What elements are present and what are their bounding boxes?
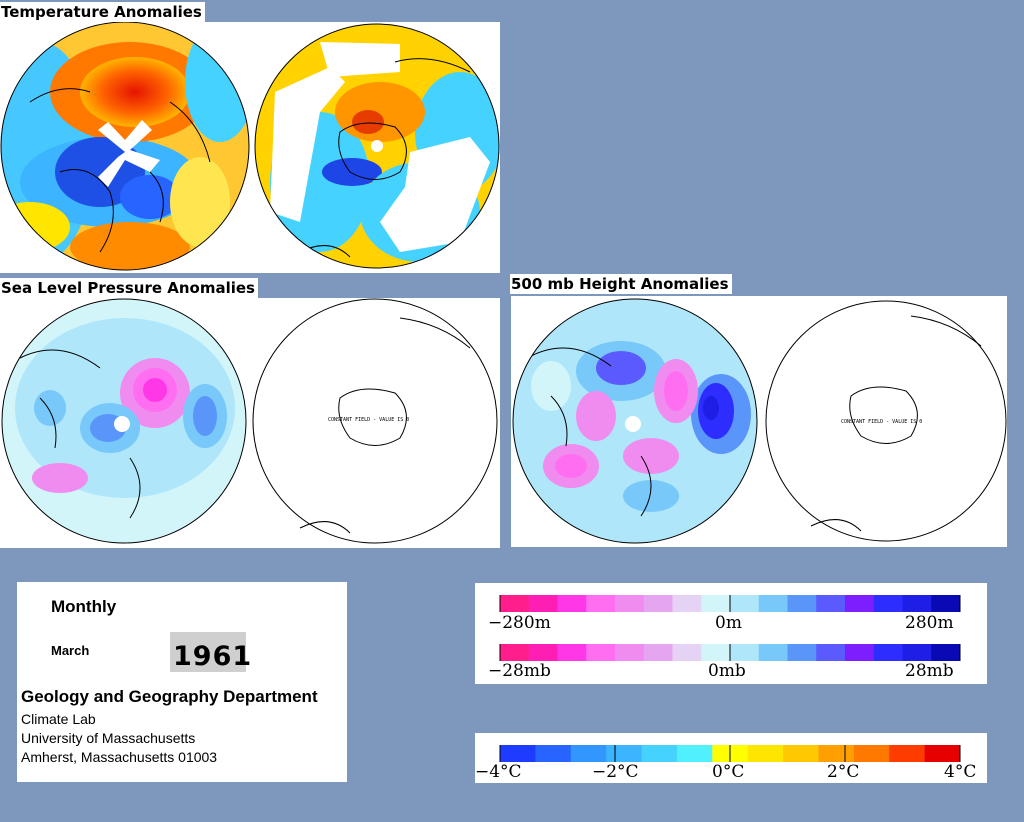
temp-swatch-11 <box>889 745 926 762</box>
pressure-swatch-3 <box>586 644 616 661</box>
height-tick-max: 280m <box>905 613 954 633</box>
height-tick-min: −280m <box>488 613 551 633</box>
temp-tick-5: 4°C <box>944 762 977 782</box>
height-map-south-hemisphere <box>765 300 1007 542</box>
pressure-swatch-11 <box>816 644 846 661</box>
year-badge <box>170 632 246 672</box>
height-swatch-8 <box>730 595 760 612</box>
height-swatch-15 <box>931 595 961 612</box>
height-swatch-12 <box>845 595 875 612</box>
height-swatch-11 <box>816 595 846 612</box>
height-swatch-2 <box>557 595 587 612</box>
height-constant-field-note: CONSTANT FIELD - VALUE IS 0 <box>841 419 923 425</box>
pressure-swatch-4 <box>615 644 645 661</box>
temp-tick-4: 2°C <box>827 762 860 782</box>
pressure-swatch-6 <box>672 644 702 661</box>
pressure-swatch-7 <box>701 644 731 661</box>
height-swatch-6 <box>672 595 702 612</box>
temp-swatch-0 <box>500 745 536 762</box>
slp-anomalies-title: Sea Level Pressure Anomalies <box>0 278 258 298</box>
pressure-swatch-8 <box>730 644 760 661</box>
temperature-legend: −4°C −2°C 0°C 2°C 4°C <box>475 733 987 783</box>
height-panel: CONSTANT FIELD - VALUE IS 0 <box>511 296 1007 547</box>
month-label: March <box>51 643 90 658</box>
height-map-north-hemisphere <box>513 299 757 543</box>
temp-swatch-12 <box>924 745 961 762</box>
height-swatch-9 <box>758 595 788 612</box>
temperature-panel <box>0 22 500 273</box>
height-swatch-3 <box>586 595 616 612</box>
height-anomalies-title: 500 mb Height Anomalies <box>510 274 732 294</box>
pressure-swatch-5 <box>643 644 673 661</box>
temperature-colorbar <box>499 745 961 762</box>
anomaly-legend: −280m 0m 280m −28mb 0mb 28mb <box>475 583 987 684</box>
pressure-swatch-10 <box>787 644 817 661</box>
height-swatch-14 <box>902 595 932 612</box>
height-swatch-7 <box>701 595 731 612</box>
height-swatch-10 <box>787 595 817 612</box>
address-label: Amherst, Massachusetts 01003 <box>21 749 218 765</box>
temperature-anomalies-title: Temperature Anomalies <box>0 2 205 22</box>
height-swatch-0 <box>500 595 530 612</box>
height-swatch-5 <box>643 595 673 612</box>
temp-swatch-9 <box>818 745 855 762</box>
temp-swatch-8 <box>783 745 819 762</box>
pressure-swatch-9 <box>758 644 788 661</box>
temp-swatch-2 <box>570 745 607 762</box>
pressure-swatch-13 <box>873 644 903 661</box>
anomaly-colorbars <box>499 595 961 661</box>
height-swatch-1 <box>528 595 558 612</box>
slp-panel: CONSTANT FIELD - VALUE IS 0 <box>0 298 500 548</box>
temp-swatch-5 <box>676 745 713 762</box>
temp-swatch-4 <box>641 745 678 762</box>
lab-label: Climate Lab <box>21 711 96 727</box>
temp-tick-2: −2°C <box>592 762 639 782</box>
slp-constant-field-note: CONSTANT FIELD - VALUE IS 0 <box>328 417 410 423</box>
temp-tick-1: −4°C <box>475 762 522 782</box>
height-swatch-13 <box>873 595 903 612</box>
pressure-swatch-12 <box>845 644 875 661</box>
period-label: Monthly <box>51 597 117 616</box>
pressure-swatch-15 <box>931 644 961 661</box>
temp-swatch-10 <box>853 745 890 762</box>
university-label: University of Massachusetts <box>21 730 196 746</box>
pressure-swatch-1 <box>528 644 558 661</box>
pressure-tick-min: −28mb <box>488 661 551 681</box>
pressure-tick-mid: 0mb <box>708 661 746 681</box>
pressure-swatch-2 <box>557 644 587 661</box>
slp-map-south-hemisphere <box>252 298 498 544</box>
department-label: Geology and Geography Department <box>21 687 318 706</box>
slp-map-north-hemisphere <box>2 299 246 543</box>
temp-swatch-7 <box>747 745 784 762</box>
pressure-colorbar <box>499 644 961 661</box>
height-tick-mid: 0m <box>715 613 742 633</box>
height-colorbar <box>499 595 961 612</box>
pressure-swatch-0 <box>500 644 530 661</box>
year-label: 1961 <box>173 641 253 672</box>
temperature-map-south-hemisphere <box>255 24 499 268</box>
temp-swatch-1 <box>535 745 572 762</box>
height-swatch-4 <box>615 595 645 612</box>
temp-swatch-3 <box>606 745 643 762</box>
pressure-tick-max: 28mb <box>905 661 954 681</box>
pressure-swatch-14 <box>902 644 932 661</box>
info-box: Monthly March 1961 Geology and Geography… <box>17 582 347 782</box>
temp-tick-3: 0°C <box>712 762 745 782</box>
